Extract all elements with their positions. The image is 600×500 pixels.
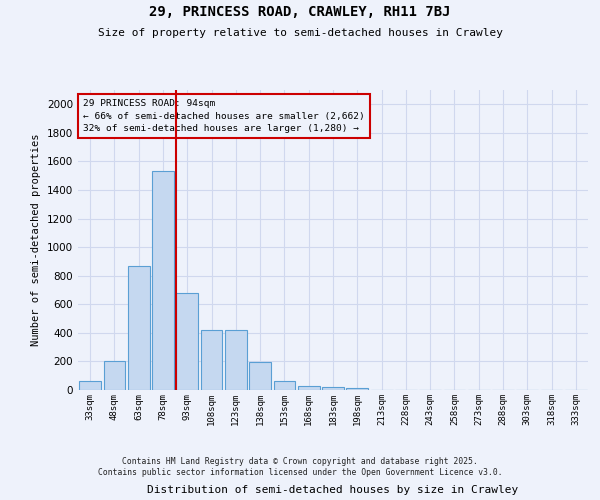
Text: 29 PRINCESS ROAD: 94sqm
← 66% of semi-detached houses are smaller (2,662)
32% of: 29 PRINCESS ROAD: 94sqm ← 66% of semi-de… — [83, 99, 365, 133]
Text: Size of property relative to semi-detached houses in Crawley: Size of property relative to semi-detach… — [97, 28, 503, 38]
Bar — [152, 172, 174, 390]
Text: 29, PRINCESS ROAD, CRAWLEY, RH11 7BJ: 29, PRINCESS ROAD, CRAWLEY, RH11 7BJ — [149, 5, 451, 19]
Bar — [225, 330, 247, 390]
Text: Contains HM Land Registry data © Crown copyright and database right 2025.
Contai: Contains HM Land Registry data © Crown c… — [98, 458, 502, 477]
Bar — [104, 362, 125, 390]
Bar — [200, 330, 223, 390]
Bar — [298, 386, 320, 390]
Bar — [346, 388, 368, 390]
Bar — [274, 382, 295, 390]
Bar — [322, 387, 344, 390]
Bar — [176, 293, 198, 390]
Text: Distribution of semi-detached houses by size in Crawley: Distribution of semi-detached houses by … — [148, 485, 518, 495]
Bar — [249, 362, 271, 390]
Y-axis label: Number of semi-detached properties: Number of semi-detached properties — [31, 134, 41, 346]
Bar — [128, 266, 149, 390]
Bar — [79, 380, 101, 390]
